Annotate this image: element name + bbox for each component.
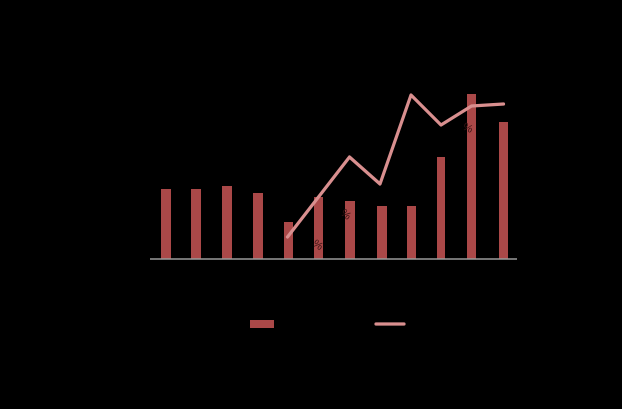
svg-text:%: %: [310, 238, 325, 254]
